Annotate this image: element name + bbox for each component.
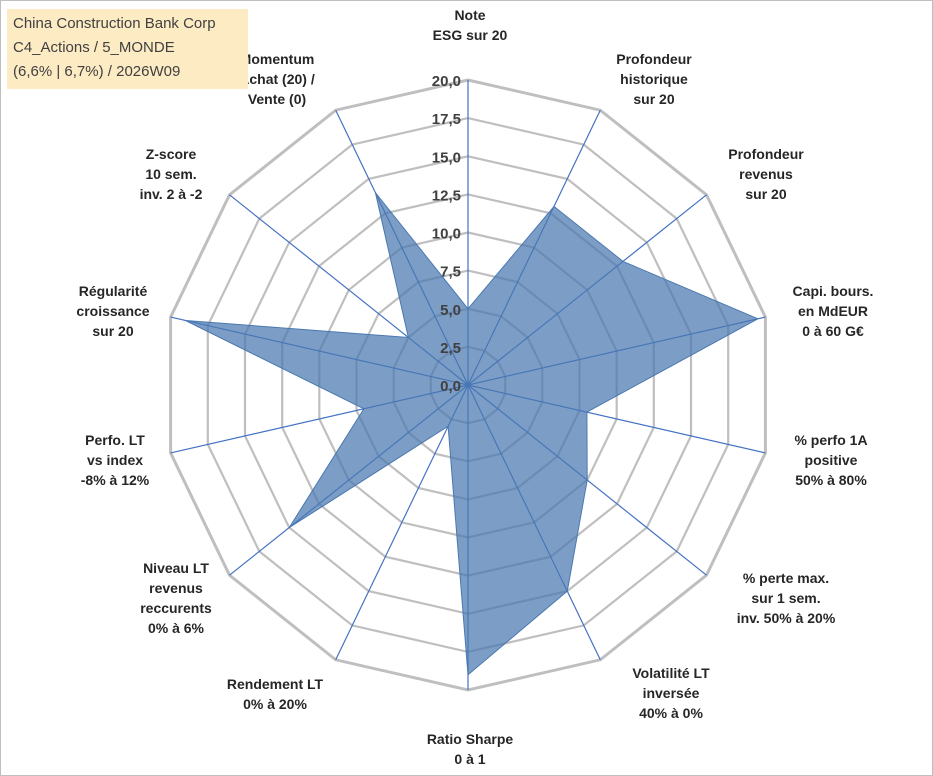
tick-label-5: 12,5 [432,187,461,204]
title-period: (6,6% | 6,7%) / 2026W09 [13,63,181,80]
chart-title-box: China Construction Bank Corp C4_Actions … [7,9,248,89]
axis-label-0: Note ESG sur 20 [433,7,508,43]
axis-label-5: % perte max. sur 1 sem. inv. 50% à 20% [737,570,836,626]
axis-labels: Note ESG sur 20 Profondeur historique sur 20… [76,7,873,767]
axis-label-10: Perfo. LT vs index -8% à 12% [81,432,150,488]
tick-label-8: 20,0 [432,73,461,90]
axis-label-7: Ratio Sharpe 0 à 1 [427,731,514,767]
tick-label-4: 10,0 [432,226,461,243]
axis-label-13: Momentum Achat (20) / Vente (0) [239,51,315,107]
axis-label-6: Volatilité LT inversée 40% à 0% [632,665,710,721]
axis-label-12: Z-score 10 sem. inv. 2 à -2 [140,146,203,202]
axis-label-9: Niveau LT revenus reccurents 0% à 6% [140,560,212,636]
title-category: C4_Actions / 5_MONDE [13,39,175,56]
tick-label-6: 15,0 [432,149,461,166]
tick-label-7: 17,5 [432,111,461,128]
tick-label-3: 7,5 [440,264,461,281]
tick-label-1: 2,5 [440,340,461,357]
tick-label-2: 5,0 [440,302,461,319]
series-area [185,192,760,676]
axis-label-8: Rendement LT 0% à 20% [227,676,324,712]
axis-spoke-8 [335,384,469,661]
axis-label-2: Profondeur revenus sur 20 [728,146,804,202]
axis-label-4: % perfo 1A positive 50% à 80% [794,432,867,488]
series-layer [185,192,760,676]
axis-label-1: Profondeur historique sur 20 [616,51,692,107]
tick-label-0: 0,0 [440,378,461,395]
axis-label-11: Régularité croissance sur 20 [76,283,149,339]
axis-label-3: Capi. bours. en MdEUR 0 à 60 G€ [793,283,874,339]
title-company: China Construction Bank Corp [13,15,216,32]
radial-tick-labels: 0,0 2,5 5,0 7,5 10,0 12,5 15,0 17,5 20,0 [432,73,461,395]
